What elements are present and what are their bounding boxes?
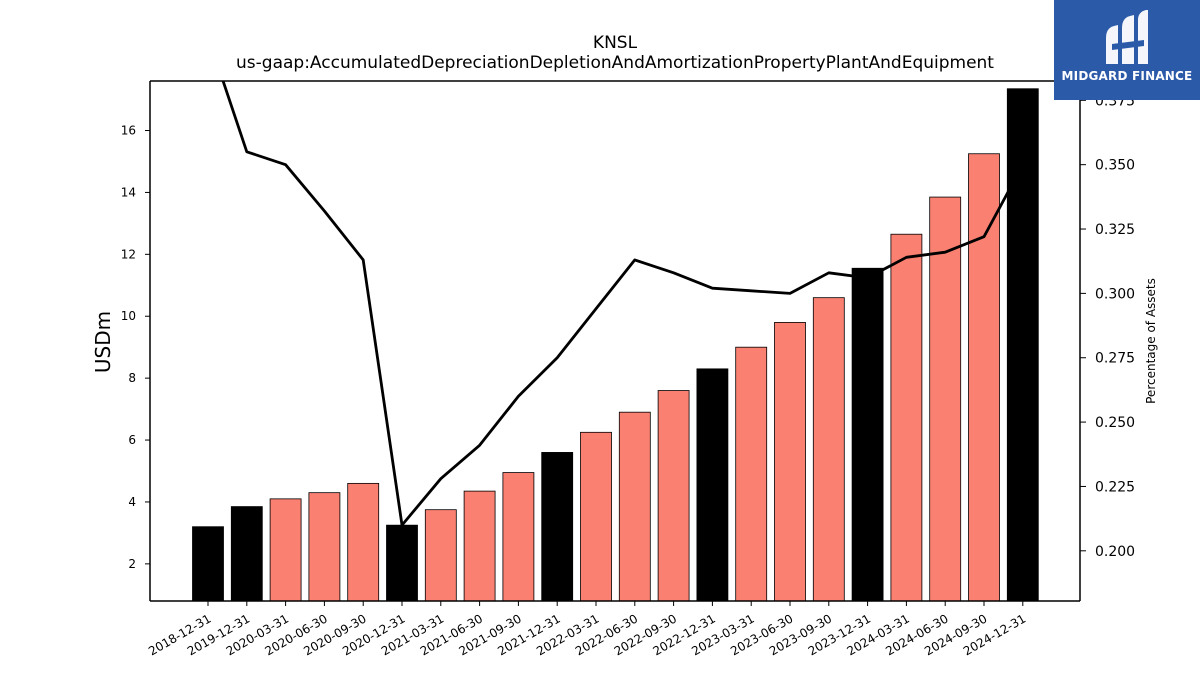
y2-tick-label: 0.350 [1095, 158, 1135, 174]
bar-group [192, 88, 1039, 602]
bar-2020-06-30 [308, 492, 341, 602]
y-tick-label: 2 [128, 557, 136, 571]
percentage-line [221, 81, 1025, 527]
y2-tick-label: 0.250 [1095, 415, 1135, 431]
bar-2018-12-31 [192, 526, 224, 602]
bar-2022-09-30 [657, 390, 690, 602]
line-group [221, 81, 1025, 527]
y-tick-label: 14 [121, 185, 136, 199]
bar-2024-03-31 [890, 233, 923, 602]
logo-text: MIDGARD FINANCE [1061, 69, 1193, 83]
bar-2024-12-31 [1006, 88, 1039, 602]
y2-axis-label: Percentage of Assets [1144, 278, 1158, 404]
y-tick-label: 6 [128, 433, 136, 447]
bar-2021-12-31 [541, 452, 574, 602]
bar-2020-09-30 [347, 482, 380, 602]
bar-2023-09-30 [812, 297, 845, 602]
bar-2022-03-31 [580, 431, 612, 602]
y-tick-label: 4 [128, 495, 136, 509]
logo-mark-icon [1106, 10, 1148, 64]
y2-tick-label: 0.225 [1095, 479, 1135, 495]
bar-2024-09-30 [968, 153, 1000, 602]
bar-2019-12-31 [230, 506, 263, 602]
y-tick-label: 10 [121, 309, 136, 323]
bar-2024-06-30 [929, 196, 962, 602]
bar-2020-03-31 [269, 498, 302, 602]
y-tick-label: 16 [121, 124, 136, 138]
chart-subtitle: us-gaap:AccumulatedDepreciationDepletion… [236, 53, 994, 73]
bar-2023-06-30 [774, 322, 806, 602]
bar-2021-06-30 [463, 490, 496, 602]
bar-2020-12-31 [386, 524, 418, 602]
y2-tick-label: 0.275 [1095, 351, 1135, 367]
chart-title: KNSL [593, 33, 638, 53]
y-tick-label: 8 [128, 371, 136, 385]
y-tick-label: 12 [121, 247, 136, 261]
y-axis-label: USDm [91, 311, 115, 373]
y2-tick-label: 0.300 [1095, 286, 1135, 302]
midgard-logo: MIDGARD FINANCE [1054, 0, 1200, 100]
y2-tick-label: 0.325 [1095, 222, 1135, 238]
y2-tick-label: 0.200 [1095, 544, 1135, 560]
bar-2021-03-31 [424, 509, 457, 602]
bar-2023-12-31 [851, 267, 884, 602]
bar-2023-03-31 [735, 346, 768, 602]
bar-2022-12-31 [696, 368, 729, 602]
bar-2021-09-30 [502, 472, 535, 602]
bar-2022-06-30 [618, 411, 651, 602]
